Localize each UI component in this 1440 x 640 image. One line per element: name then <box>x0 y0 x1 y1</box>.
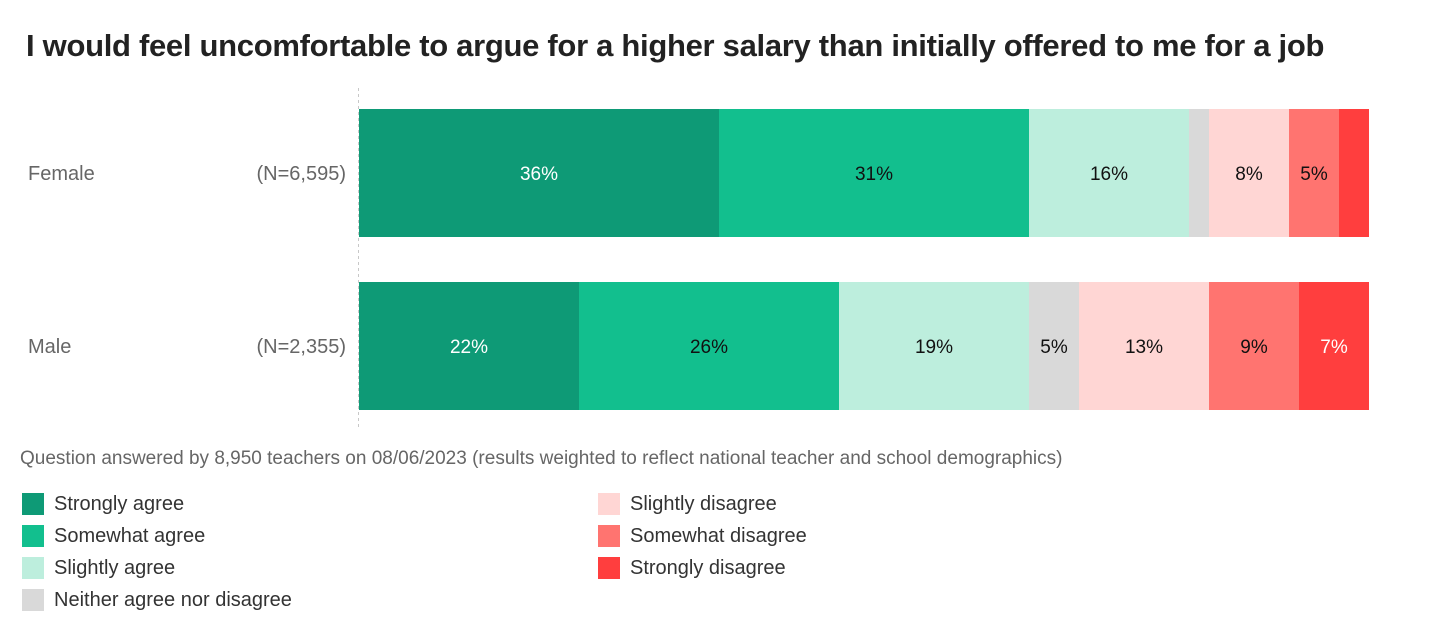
data-label: 9% <box>1240 337 1268 358</box>
bar-segment <box>579 282 839 410</box>
legend-item: Slightly disagree <box>598 490 777 518</box>
legend-swatch <box>598 557 620 579</box>
legend-item: Somewhat agree <box>22 522 205 550</box>
legend-item: Strongly disagree <box>598 554 786 582</box>
legend-label: Somewhat disagree <box>630 524 807 547</box>
chart-title: I would feel uncomfortable to argue for … <box>26 28 1325 63</box>
bar-segment <box>1209 109 1289 237</box>
legend-swatch <box>598 493 620 515</box>
legend-label: Strongly disagree <box>630 556 786 579</box>
category-label: Male <box>28 336 71 358</box>
data-label: 26% <box>690 337 728 358</box>
stacked-bar-chart: Female (N=6,595) 36% 31% 16% 8% 5% Male (N=2,355… <box>28 88 1369 430</box>
data-label: 22% <box>450 337 488 358</box>
data-label: 5% <box>1040 337 1068 358</box>
legend-swatch <box>22 589 44 611</box>
legend-item: Strongly agree <box>22 490 184 518</box>
legend-item: Somewhat disagree <box>598 522 807 550</box>
bar-segment <box>1339 109 1369 237</box>
data-label: 8% <box>1235 164 1263 185</box>
data-label: 19% <box>915 337 953 358</box>
bar-segment <box>1029 282 1079 410</box>
bar-segment <box>1189 109 1209 237</box>
legend-swatch <box>22 557 44 579</box>
bar-segment <box>1209 282 1299 410</box>
sample-size-label: (N=2,355) <box>257 336 347 358</box>
legend: Strongly agree Somewhat agree Slightly agr… <box>0 490 1440 630</box>
bar-segment <box>839 282 1029 410</box>
data-label: 31% <box>855 164 893 185</box>
data-label: 16% <box>1090 164 1128 185</box>
data-label: 13% <box>1125 337 1163 358</box>
legend-label: Somewhat agree <box>54 524 206 547</box>
data-label: 7% <box>1320 337 1348 358</box>
data-label: 5% <box>1300 164 1328 185</box>
legend-label: Strongly agree <box>54 492 185 515</box>
bar-segment <box>1289 109 1339 237</box>
legend-item: Slightly agree <box>22 554 175 582</box>
bar-segment <box>1079 282 1209 410</box>
bar-segment <box>1299 282 1369 410</box>
legend-label: Neither agree nor disagree <box>54 588 292 611</box>
bar-segment <box>359 282 579 410</box>
legend-label: Slightly agree <box>54 556 176 579</box>
legend-swatch <box>22 493 44 515</box>
legend-item: Neither agree nor disagree <box>22 586 292 614</box>
sample-size-label: (N=6,595) <box>257 163 347 185</box>
bar-segment <box>1029 109 1189 237</box>
legend-swatch <box>598 525 620 547</box>
legend-swatch <box>22 525 44 547</box>
data-label: 36% <box>520 164 558 185</box>
legend-label: Slightly disagree <box>630 492 777 515</box>
footnote: Question answered by 8,950 teachers on 0… <box>20 448 1063 469</box>
category-label: Female <box>28 163 95 185</box>
bar-segment <box>719 109 1029 237</box>
bar-segment <box>359 109 719 237</box>
